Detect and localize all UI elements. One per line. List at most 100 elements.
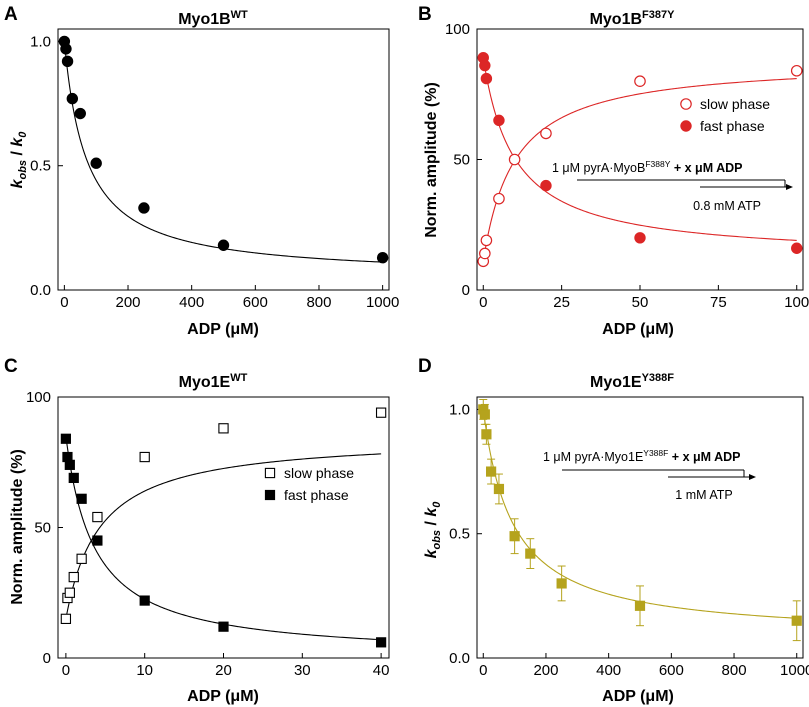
panel-b-point-fast-phase — [493, 114, 505, 127]
panel-letter-a: A — [4, 4, 18, 25]
panel-b-plot: 0 25 50 75 100 0 50 100 — [445, 21, 809, 311]
panel-d-fit-curve — [482, 409, 797, 619]
panel-c-y-tick-label: 0 — [43, 650, 51, 667]
panel-b-ylabel: Norm. amplitude (%) — [423, 82, 440, 238]
panel-d-plot: 0 200 400 600 800 1000 0.0 0.5 1.0 — [449, 398, 809, 679]
panel-c-title: Myo1EWT — [179, 372, 248, 391]
panel-b-x-tick-label: 0 — [479, 294, 487, 311]
panel-d-x-tick-label: 600 — [659, 662, 684, 679]
panel-a-xlabel: ADP (μM) — [187, 321, 259, 338]
panel-b-point-fast-phase — [791, 242, 803, 254]
panel-b-y-tick-label: 100 — [445, 21, 470, 38]
panel-a-x-tick-label: 800 — [306, 294, 331, 311]
panel-letter-d: D — [418, 356, 432, 377]
panel-c: C Myo1EWT 0 10 20 30 40 0 50 100 ADP (μM) Norm.… — [4, 356, 390, 705]
panel-c-point-fast-phase — [60, 433, 71, 444]
panel-a-fit-curve — [63, 41, 383, 263]
panel-c-legend: slow phase fast phase — [264, 465, 354, 503]
panel-c-legend-label: fast phase — [284, 487, 349, 503]
panel-a-x-tick-label: 200 — [116, 294, 141, 311]
panel-a-point-data — [138, 202, 150, 214]
panel-c-ylabel: Norm. amplitude (%) — [9, 449, 26, 605]
panel-letter-b: B — [418, 4, 432, 25]
panel-c-legend-marker — [264, 467, 276, 479]
panel-b-legend-marker — [680, 98, 692, 110]
panel-a-ylabel: kobs / k0 — [9, 131, 29, 189]
panel-b-legend-label: fast phase — [700, 118, 765, 134]
panel-b-point-slow-phase — [480, 234, 493, 247]
panel-d-annotation-arrowhead-icon — [749, 474, 756, 480]
panel-a-point-data — [90, 157, 102, 169]
panel-d-x-tick-label: 800 — [722, 662, 747, 679]
panel-b-x-tick-label: 100 — [784, 294, 809, 311]
panel-d-annotation-line2: 1 mM ATP — [675, 488, 732, 502]
panel-c-x-tick-label: 30 — [294, 662, 311, 679]
panel-b-x-tick-label: 75 — [710, 294, 727, 311]
panel-c-x-tick-label: 20 — [215, 662, 232, 679]
panel-c-legend-marker — [264, 489, 276, 501]
panel-c-plot: 0 10 20 30 40 0 50 100 — [26, 389, 389, 679]
panel-c-legend-label: slow phase — [284, 465, 354, 481]
panel-b-point-slow-phase — [508, 153, 521, 166]
panel-c-point-slow-phase — [218, 423, 229, 434]
panel-d-y-tick-label: 1.0 — [449, 401, 470, 418]
panel-a-x-tick-label: 0 — [60, 294, 68, 311]
panel-a-point-data — [376, 251, 389, 264]
panel-b-annotation-line1: 1 μM pyrA·MyoBF388Y + x μM ADP — [552, 159, 743, 175]
panel-a-point-data — [74, 107, 86, 120]
panel-b-y-tick-label: 0 — [462, 282, 470, 299]
panel-a: A Myo1BWT 0 200 400 600 800 1000 0.0 0.5 1.0 ADP… — [4, 4, 399, 338]
panel-b-point-fast-phase — [480, 72, 493, 85]
panel-b-annotation: 1 μM pyrA·MyoBF388Y + x μM ADP 0.8 mM AT… — [552, 159, 793, 213]
panel-a-title: Myo1BWT — [178, 9, 248, 28]
panel-b-x-tick-label: 25 — [553, 294, 570, 311]
panel-a-point-data — [217, 239, 230, 251]
panel-letter-c: C — [4, 356, 18, 377]
panel-b-point-slow-phase — [493, 192, 505, 205]
panel-c-point-slow-phase — [64, 587, 75, 598]
panel-c-point-slow-phase — [375, 407, 387, 418]
panel-a-plot-frame — [57, 28, 390, 291]
panel-c-fit-curve — [65, 453, 382, 619]
panel-b-plot-frame — [476, 28, 804, 291]
panel-d-point-data — [634, 600, 646, 611]
panel-a-y-tick-label: 1.0 — [30, 33, 51, 50]
panel-b-fit-curve — [482, 57, 797, 241]
panel-d-point-data — [486, 466, 497, 477]
panel-b-point-slow-phase — [790, 64, 803, 77]
panel-b-x-tick-label: 50 — [632, 294, 649, 311]
panel-a-x-tick-label: 600 — [243, 294, 268, 311]
panel-d-point-data — [509, 531, 520, 542]
panel-d-point-data — [493, 483, 505, 495]
panel-c-point-slow-phase — [76, 553, 87, 564]
panel-b-point-fast-phase — [634, 232, 646, 244]
panel-d-annotation: 1 μM pyrA·Myo1EY388F + x μM ADP 1 mM ATP — [543, 448, 756, 502]
panel-d-title: Myo1EY388F — [590, 372, 674, 391]
panel-d-xlabel: ADP (μM) — [602, 688, 674, 705]
panel-d-point-data — [479, 409, 490, 420]
panel-d-x-tick-label: 200 — [533, 662, 558, 679]
panel-b: B Myo1BF387Y 0 25 50 75 100 0 50 100 ADP (μM) N… — [418, 4, 809, 338]
panel-d-x-tick-label: 400 — [596, 662, 621, 679]
panel-c-point-fast-phase — [139, 595, 150, 606]
panel-c-x-tick-label: 40 — [373, 662, 390, 679]
panel-a-point-data — [66, 92, 79, 105]
panel-c-point-fast-phase — [218, 621, 229, 632]
panel-c-xlabel: ADP (μM) — [187, 688, 259, 705]
panel-c-point-fast-phase — [68, 472, 79, 484]
panel-d-x-tick-label: 1000 — [780, 662, 809, 679]
panel-a-x-tick-label: 400 — [179, 294, 204, 311]
panel-a-plot: 0 200 400 600 800 1000 0.0 0.5 1.0 — [30, 33, 399, 311]
panel-b-annotation-arrowhead-icon — [786, 184, 793, 190]
panel-b-legend-marker — [680, 120, 692, 132]
panel-d-point-data — [525, 548, 536, 559]
panel-c-point-slow-phase — [68, 571, 79, 583]
panel-c-point-slow-phase — [60, 613, 72, 624]
panel-d-point-data — [556, 578, 567, 589]
panel-b-y-tick-label: 50 — [453, 152, 470, 169]
panel-b-point-slow-phase — [479, 247, 491, 260]
panel-b-point-slow-phase — [634, 75, 646, 87]
panel-c-point-fast-phase — [64, 459, 75, 470]
panel-a-point-data — [61, 55, 74, 68]
